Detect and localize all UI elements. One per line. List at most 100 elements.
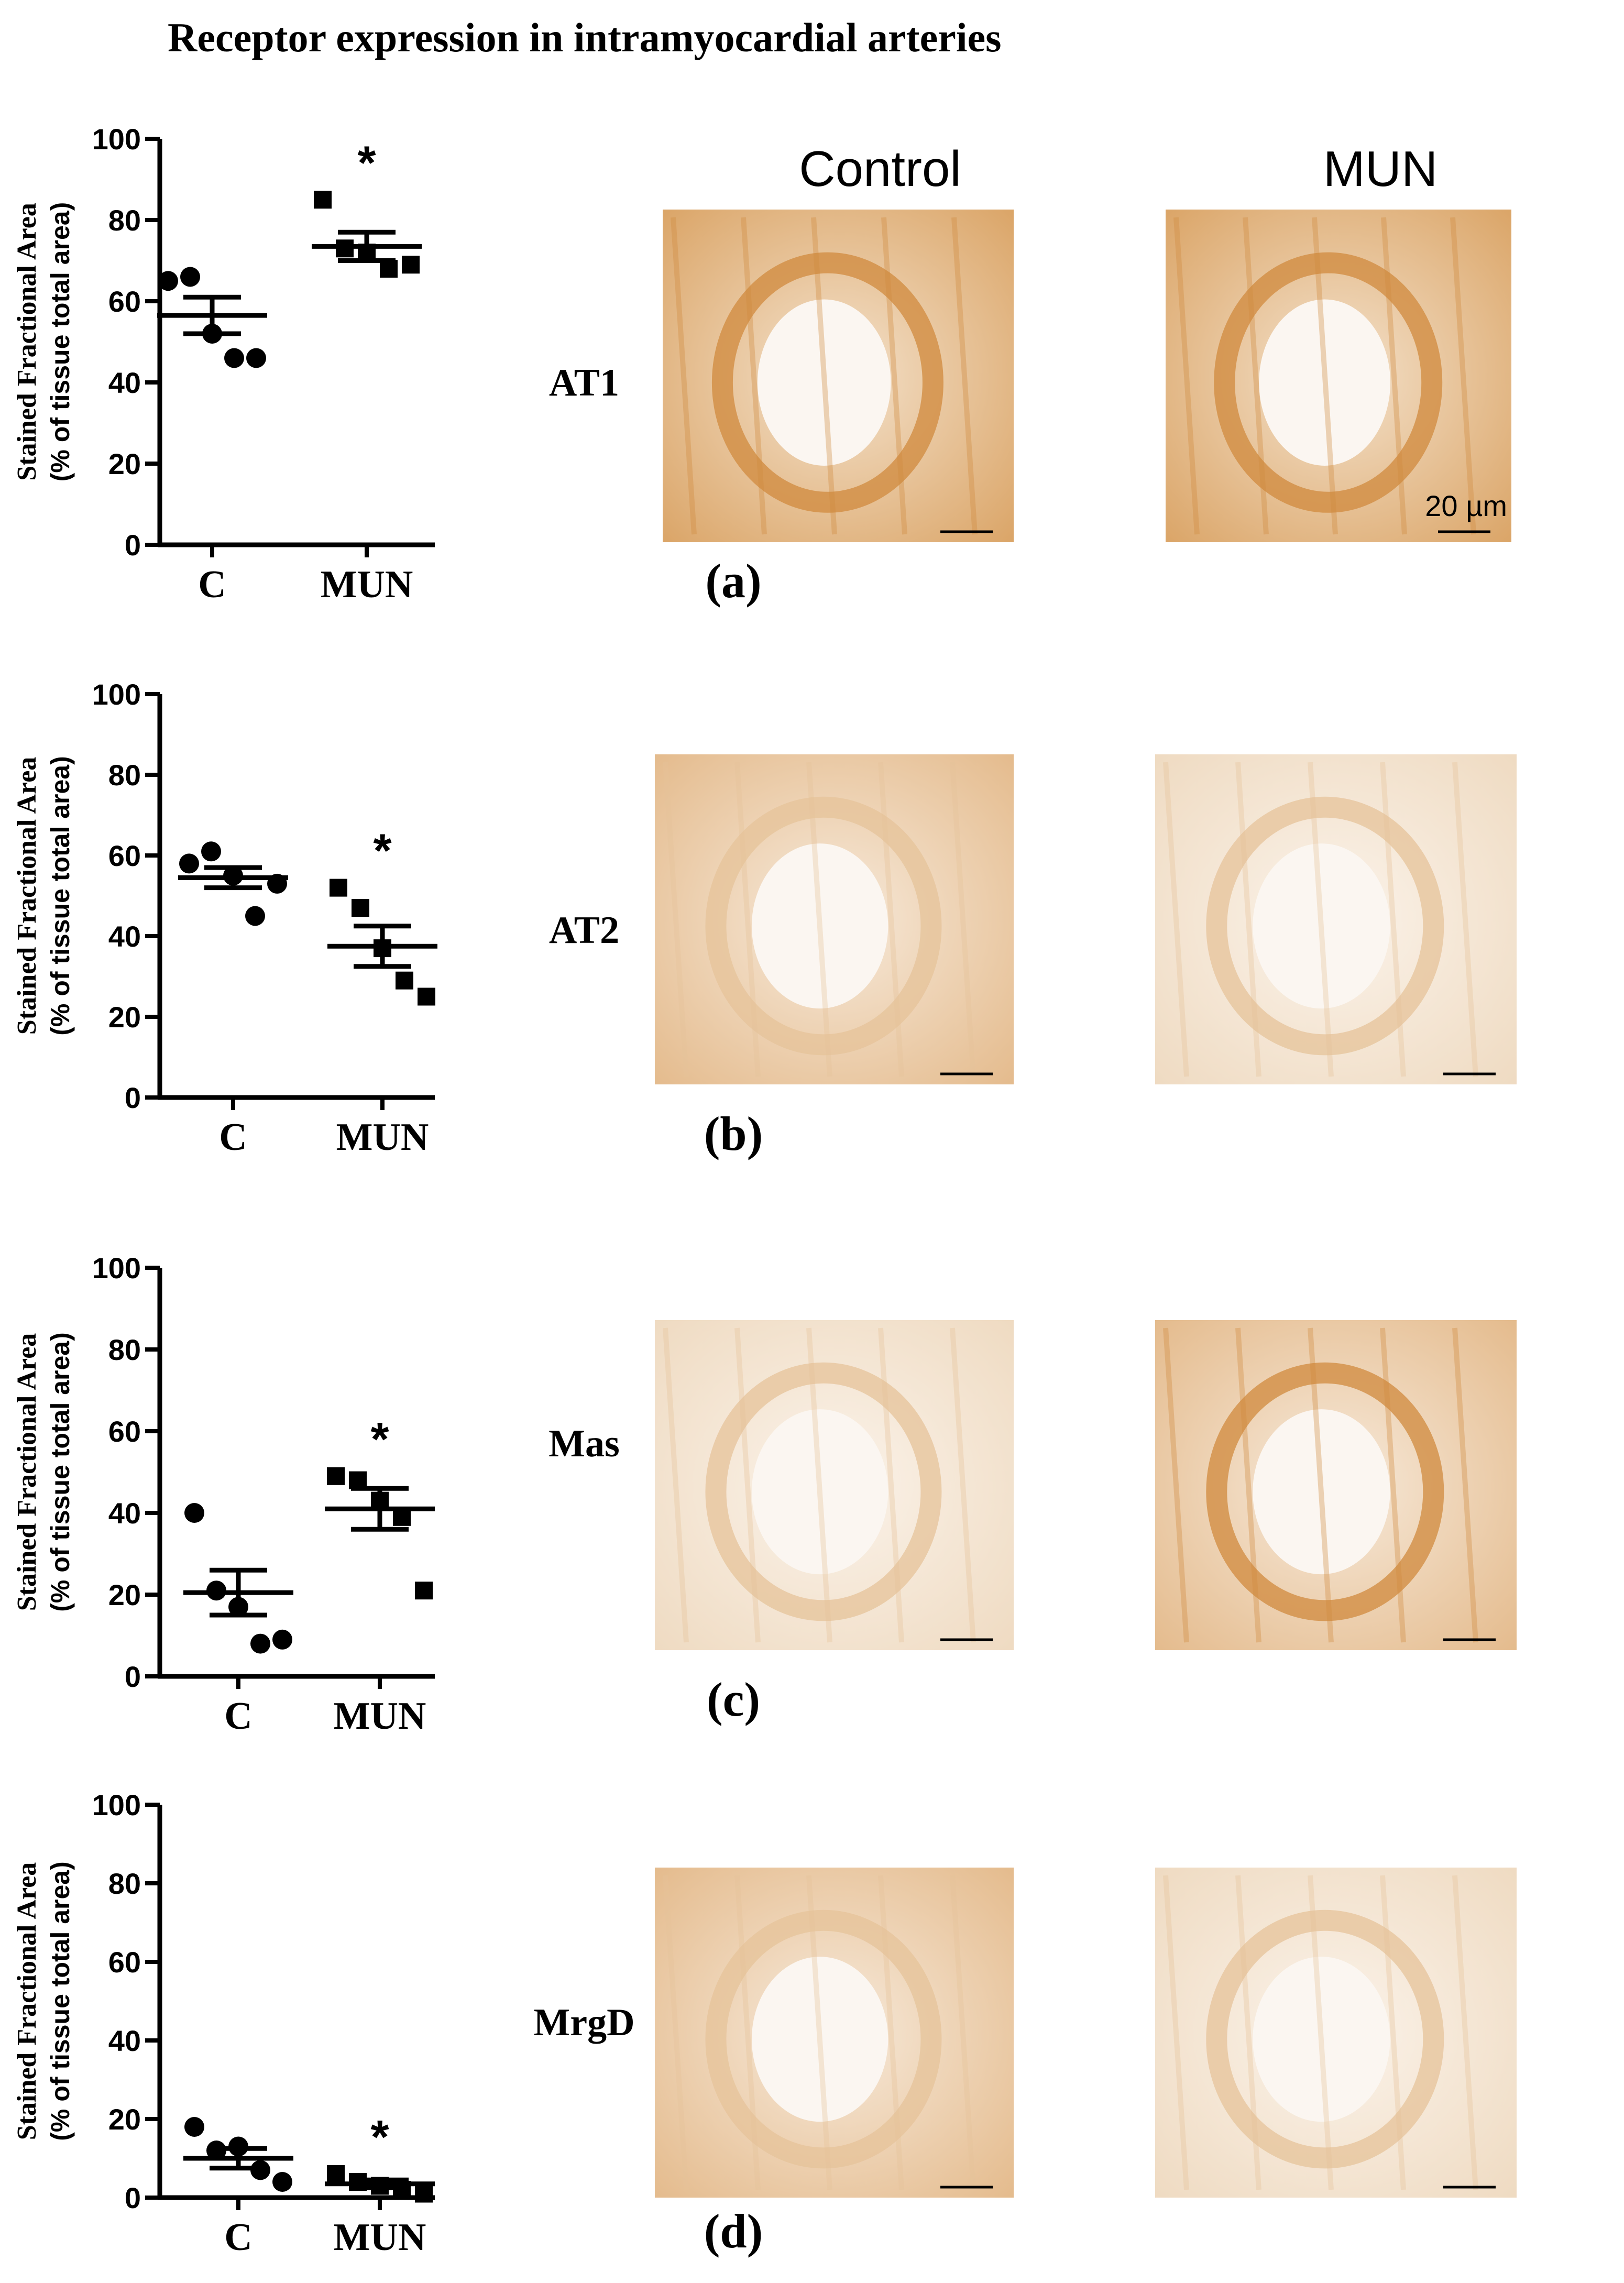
x-tick-label: MUN [334, 2216, 426, 2259]
fibre-streak [734, 1327, 761, 1643]
vessel-wall [705, 1362, 942, 1621]
micrograph-mun-mrgd [1155, 1868, 1517, 2198]
y-tick-label: 40 [108, 1497, 141, 1530]
y-tick-label: 60 [108, 285, 141, 318]
y-tick-label: 60 [108, 1415, 141, 1448]
vessel-wall [1214, 252, 1443, 513]
y-tick-label: 20 [108, 1578, 141, 1611]
data-point-c [184, 1503, 204, 1523]
x-tick-label: C [219, 1116, 247, 1159]
fibre-streak [1163, 1327, 1189, 1643]
y-tick-label: 80 [108, 1867, 141, 1900]
fibre-streak [663, 1875, 689, 2190]
micrograph-mun-mas [1155, 1320, 1517, 1650]
data-point-c [201, 841, 221, 862]
fibre-streak [806, 762, 832, 1077]
data-point-mun [402, 256, 420, 274]
data-point-mun [330, 879, 347, 897]
fibre-streak [1243, 217, 1269, 535]
x-tick-label: MUN [321, 563, 413, 606]
fibre-streak [663, 762, 689, 1077]
fibre-streak [1312, 217, 1338, 535]
fibre-streak [1381, 217, 1407, 535]
fibre-streak [878, 762, 904, 1077]
y-axis-label-units: (% of tissue total area) [46, 756, 75, 1035]
significance-star: * [370, 2111, 389, 2164]
fibre-streak [1308, 1327, 1334, 1643]
vessel-lumen [1253, 1409, 1390, 1575]
y-tick-label: 40 [108, 366, 141, 399]
fibre-streak [1235, 1327, 1261, 1643]
data-point-c [245, 906, 265, 926]
fibre-streak [1380, 1875, 1406, 2190]
y-tick-label: 0 [125, 1081, 141, 1114]
fibre-streak [1380, 762, 1406, 1077]
vessel-lumen [1259, 299, 1391, 466]
fibre-streak [878, 1327, 904, 1643]
receptor-label: AT1 [549, 361, 619, 404]
fibre-streak [1235, 762, 1261, 1077]
column-header-control: Control [799, 141, 961, 197]
y-axis-label-units: (% of tissue total area) [46, 1332, 75, 1611]
fibre-streak [950, 1327, 976, 1643]
data-point-mun [396, 971, 413, 990]
panel-letter: (a) [705, 554, 761, 608]
fibre-streak [1380, 1327, 1406, 1643]
y-tick-label: 0 [125, 529, 141, 562]
data-point-mun [415, 2185, 433, 2203]
y-tick-label: 100 [92, 123, 141, 156]
y-tick-label: 80 [108, 759, 141, 792]
y-axis-label: Stained Fractional Area [12, 203, 42, 481]
fibre-streak [951, 217, 978, 535]
data-point-c [246, 348, 266, 368]
micrograph-control-at2 [655, 754, 1014, 1084]
fibre-streak [1452, 762, 1478, 1077]
receptor-label: Mas [548, 1422, 620, 1465]
fibre-streak [1452, 1875, 1478, 2190]
data-point-c [179, 853, 199, 874]
micrographs-layer: 20 µm [655, 210, 1517, 2198]
fibre-streak [663, 1327, 689, 1643]
fibre-streak [1235, 1875, 1261, 2190]
figure-title: Receptor expression in intramyocardial a… [168, 15, 1001, 60]
scale-bar-label: 20 µm [1425, 489, 1507, 522]
x-tick-label: C [224, 1695, 252, 1738]
data-point-c [272, 1629, 292, 1650]
data-point-c [250, 1633, 270, 1654]
fibre-streak [734, 762, 761, 1077]
fibre-streak [1173, 217, 1200, 535]
fibre-streak [1163, 1875, 1189, 2190]
column-header-mun: MUN [1323, 141, 1438, 197]
y-axis-label-units: (% of tissue total area) [46, 202, 75, 481]
fibre-streak [1308, 1875, 1334, 2190]
micrograph-control-at1 [663, 210, 1014, 542]
data-point-c [158, 271, 178, 291]
y-tick-label: 20 [108, 447, 141, 480]
fibre-streak [1450, 217, 1476, 535]
fibre-streak [950, 1875, 976, 2190]
data-point-mun [352, 899, 369, 917]
fibre-streak [671, 217, 697, 535]
vessel-wall [705, 1909, 942, 2169]
significance-star: * [373, 825, 391, 877]
fibre-streak [806, 1327, 832, 1643]
fibre-streak [1308, 762, 1334, 1077]
x-tick-label: MUN [334, 1695, 426, 1738]
data-point-mun [418, 987, 435, 1006]
fibre-streak [734, 1875, 761, 2190]
data-point-mun [327, 2165, 345, 2183]
fibre-streak [1452, 1327, 1478, 1643]
vessel-lumen [1253, 843, 1390, 1009]
y-tick-label: 0 [125, 1660, 141, 1693]
y-tick-label: 60 [108, 1946, 141, 1979]
data-point-c [180, 267, 200, 287]
vessel-lumen [757, 299, 891, 466]
vessel-wall [1206, 1362, 1444, 1621]
y-tick-label: 100 [92, 1252, 141, 1285]
micrograph-mun-at2 [1155, 754, 1517, 1084]
